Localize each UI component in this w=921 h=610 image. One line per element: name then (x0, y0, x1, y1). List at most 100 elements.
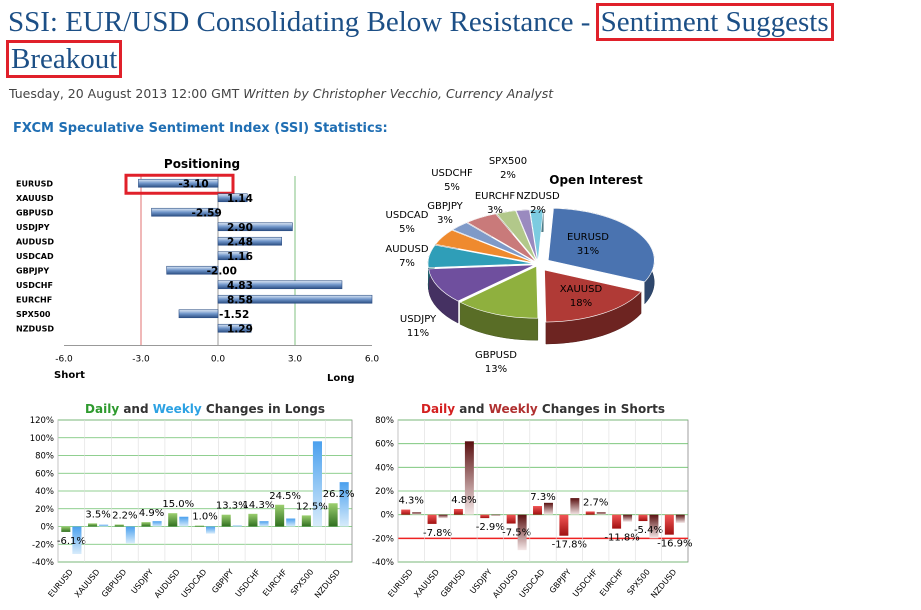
y-tick-7: 100% (30, 434, 54, 444)
weekly-bar-usdjpy (152, 521, 162, 527)
bar-audusd (217, 236, 282, 246)
x-label-gbpusd: GBPUSD (100, 568, 128, 600)
daily-bar-spx500 (638, 514, 648, 522)
category-label-usdjpy: USDJPY (16, 223, 50, 232)
category-label-audusd: AUDUSD (16, 237, 54, 246)
value-label-nzdusd: 1.29 (227, 323, 253, 335)
weekly-bar-gbpjpy (570, 498, 580, 515)
weekly-bar-usdchf (596, 512, 606, 515)
pie-label-audusd: AUDUSD (385, 244, 429, 255)
pie-slice-gbpjpy (451, 222, 536, 263)
bar-gbpusd (151, 207, 219, 217)
y-tick-6: 80% (375, 416, 394, 426)
change-label-eurusd: -6.1% (57, 536, 86, 547)
pie-label-eurusd: EURUSD (567, 232, 609, 243)
pie-label-nzdusd: NZDUSD (516, 191, 560, 202)
x-label-usdjpy: USDJPY (468, 567, 494, 595)
title-and: and (119, 402, 153, 416)
positioning-title: Positioning (164, 157, 240, 171)
change-label-eurchf: 24.5% (269, 491, 301, 502)
value-label-audusd: 2.48 (227, 236, 253, 248)
weekly-bar-audusd (179, 516, 189, 527)
category-label-nzdusd: NZDUSD (16, 324, 54, 333)
x-label-eurusd: EURUSD (386, 568, 414, 599)
pie-slice-eurusd (547, 208, 655, 283)
change-label-usdchf: 14.3% (243, 500, 275, 511)
y-tick-2: 0% (381, 511, 395, 521)
bar-gbpjpy (166, 265, 219, 275)
value-label-usdchf: 4.83 (227, 280, 253, 292)
daily-bar-usdjpy (480, 514, 490, 519)
weekly-bar-eurchf (286, 518, 296, 527)
weekly-bar-usdjpy (491, 514, 501, 516)
daily-bar-eurchf (612, 514, 622, 529)
open-interest-chart: Open Interest EURUSD 31% XAUUSD 18% GBPUSD 13%… (385, 156, 655, 375)
y-tick-5: 60% (35, 469, 54, 479)
x-label-usdcad: USDCAD (180, 568, 209, 600)
title-weekly: Weekly (489, 402, 538, 416)
title-highlight-sentiment: Sentiment Suggests (595, 3, 834, 41)
pie-percent-usdcad: 5% (399, 224, 415, 235)
article-author: Written by Christopher Vecchio, Currency… (243, 86, 554, 101)
daily-bar-audusd (168, 513, 178, 527)
value-label-eurchf: 8.58 (227, 294, 253, 306)
change-label-gbpjpy: 13.3% (216, 501, 248, 512)
x-tick-4: 6.0 (365, 355, 380, 365)
pie-label-spx500: SPX500 (489, 156, 527, 167)
title-rest: Changes in Longs (202, 402, 325, 416)
daily-bar-eurusd (61, 526, 71, 532)
weekly-bar-eurusd (72, 526, 82, 555)
change-label-xauusd: 3.5% (85, 509, 110, 520)
x-label-audusd: AUDUSD (491, 568, 520, 600)
category-label-xauusd: XAUUSD (16, 194, 54, 203)
pie-percent-eurchf: 3% (487, 205, 503, 216)
bar-usdchf (217, 280, 343, 290)
longs-changes-chart: Daily and Weekly Changes in Longs -40% -20… (30, 402, 355, 600)
pie-label-eurchf: EURCHF (475, 191, 516, 202)
x-label-nzdusd: NZDUSD (649, 568, 678, 600)
bar-nzdusd (217, 323, 252, 333)
title-part1: SSI: EUR/USD Consolidating Below Resista… (8, 6, 598, 38)
y-tick-4: 40% (375, 463, 394, 473)
y-tick-1: -20% (32, 540, 54, 550)
weekly-bar-gbpusd (125, 526, 135, 544)
value-label-xauusd: 1.14 (227, 193, 253, 205)
y-tick-1: -20% (372, 534, 394, 544)
value-label-usdcad: 1.16 (227, 251, 253, 263)
change-label-nzdusd: 26.2% (323, 489, 355, 500)
change-label-usdcad: 1.0% (192, 512, 217, 523)
title-daily: Daily (421, 402, 455, 416)
x-label-spx500: SPX500 (289, 568, 316, 597)
pie-label-gbpusd: GBPUSD (475, 350, 517, 361)
change-label-gbpusd: 4.8% (451, 495, 476, 506)
change-label-usdjpy: -2.9% (476, 522, 505, 533)
change-label-audusd: -7.5% (502, 528, 531, 539)
y-tick-0: -40% (32, 558, 54, 568)
weekly-bar-xauusd (99, 524, 109, 527)
daily-bar-spx500 (301, 515, 311, 527)
pie-slice-eurchf (495, 210, 538, 262)
bar-eurchf (217, 294, 373, 304)
category-label-usdcad: USDCAD (16, 252, 54, 261)
daily-bar-gbpusd (453, 508, 463, 515)
pie-percent-audusd: 7% (399, 258, 415, 269)
daily-bar-nzdusd (664, 514, 674, 535)
y-tick-3: 20% (375, 487, 394, 497)
pie-percent-spx500: 2% (500, 170, 516, 181)
x-label-usdchf: USDCHF (571, 567, 600, 599)
category-label-spx500: SPX500 (16, 310, 51, 319)
change-label-eurchf: -11.8% (604, 533, 639, 544)
x-label-eurusd: EURUSD (46, 568, 74, 599)
daily-bar-xauusd (88, 523, 98, 527)
x-tick-2: 0.0 (211, 355, 226, 365)
weekly-bar-usdcad (544, 502, 553, 515)
change-label-usdchf: 2.7% (583, 497, 608, 508)
y-tick-3: 20% (35, 505, 54, 515)
change-label-gbpusd: 2.2% (112, 511, 137, 522)
y-tick-8: 120% (30, 416, 54, 426)
change-label-spx500: -5.4% (634, 525, 663, 536)
pie-label-usdchf: USDCHF (431, 168, 473, 179)
value-label-eurusd: -3.10 (178, 178, 208, 190)
title-and: and (455, 402, 489, 416)
x-label-usdcad: USDCAD (518, 568, 547, 600)
